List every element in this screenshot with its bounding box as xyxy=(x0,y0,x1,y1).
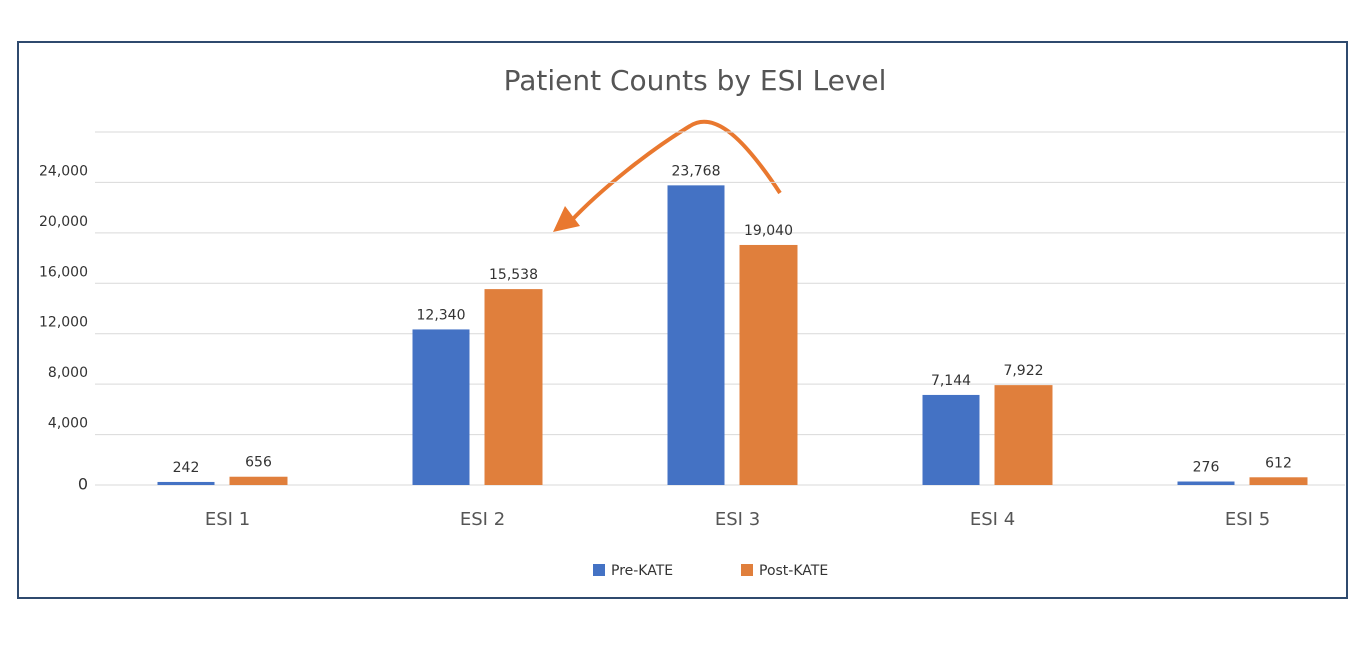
bar xyxy=(922,394,980,485)
bar xyxy=(667,185,725,485)
value-label: 612 xyxy=(1265,455,1292,471)
annotation-arrow xyxy=(568,119,782,224)
bar xyxy=(157,481,215,485)
x-tick-label: ESI 2 xyxy=(460,509,505,530)
y-tick-label: 20,000 xyxy=(39,214,88,230)
y-tick-label: 8,000 xyxy=(48,365,88,381)
x-tick-label: ESI 4 xyxy=(970,509,1015,530)
x-tick-label: ESI 1 xyxy=(205,509,250,530)
legend-swatch xyxy=(741,564,753,576)
value-label: 7,144 xyxy=(931,373,971,389)
y-tick-label: 4,000 xyxy=(48,416,88,432)
value-label: 23,768 xyxy=(672,163,721,179)
value-label: 19,040 xyxy=(744,223,793,239)
value-label: 276 xyxy=(1193,460,1220,476)
bar xyxy=(1177,481,1235,485)
value-label: 656 xyxy=(245,455,272,471)
bar xyxy=(1249,477,1308,485)
y-tick-label: 0 xyxy=(78,475,88,494)
x-tick-label: ESI 5 xyxy=(1225,509,1270,530)
arrow-head xyxy=(553,206,580,232)
x-tick-label: ESI 3 xyxy=(715,509,760,530)
bar xyxy=(484,289,543,485)
legend-label: Post-KATE xyxy=(759,563,828,579)
y-tick-label: 12,000 xyxy=(39,315,88,331)
value-label: 12,340 xyxy=(417,307,466,323)
bar xyxy=(229,476,288,485)
legend-label: Pre-KATE xyxy=(611,563,673,579)
value-label: 242 xyxy=(173,460,200,476)
value-label: 7,922 xyxy=(1003,363,1043,379)
value-label: 15,538 xyxy=(489,267,538,283)
chart-title: Patient Counts by ESI Level xyxy=(504,64,887,97)
bar xyxy=(739,244,798,485)
y-tick-label: 24,000 xyxy=(39,163,88,179)
legend-swatch xyxy=(593,564,605,576)
bar xyxy=(412,329,470,485)
y-tick-label: 16,000 xyxy=(39,264,88,280)
bar xyxy=(994,385,1053,485)
